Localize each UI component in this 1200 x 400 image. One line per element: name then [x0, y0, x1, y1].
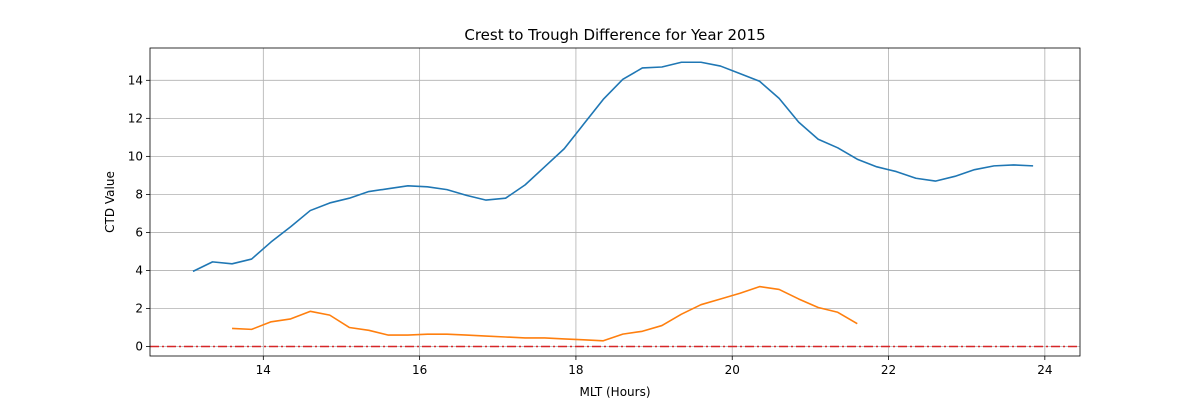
x-tick-label: 22	[881, 363, 896, 377]
y-tick-label: 10	[128, 149, 143, 163]
grid-layer	[150, 48, 1080, 356]
y-tick-label: 12	[128, 111, 143, 125]
y-tick-label: 8	[135, 187, 143, 201]
chart-title: Crest to Trough Difference for Year 2015	[464, 26, 765, 44]
series-line-2	[232, 285, 858, 342]
y-tick-label: 14	[128, 73, 143, 87]
x-axis-label: MLT (Hours)	[579, 385, 650, 399]
series-line-1	[192, 61, 1034, 273]
x-tick-label: 18	[568, 363, 583, 377]
y-tick-label: 6	[135, 225, 143, 239]
x-tick-label: 14	[256, 363, 271, 377]
x-tick-label: 16	[412, 363, 427, 377]
y-tick-label: 2	[135, 301, 143, 315]
y-tick-label: 0	[135, 339, 143, 353]
x-tick-label: 24	[1037, 363, 1052, 377]
series-layer	[192, 61, 1034, 342]
plot-frame	[149, 47, 1081, 357]
x-tick-label: 20	[725, 363, 740, 377]
y-axis-label: CTD Value	[103, 171, 117, 233]
y-tick-label: 4	[135, 263, 143, 277]
